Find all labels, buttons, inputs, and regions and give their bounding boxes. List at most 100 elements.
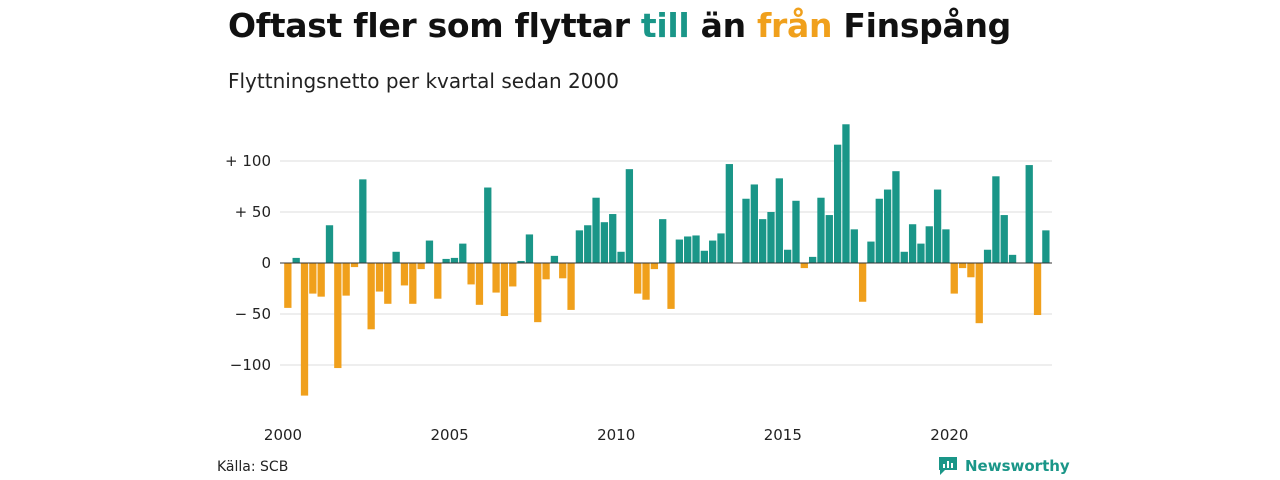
bar (509, 263, 517, 287)
chart-subtitle: Flyttningsnetto per kvartal sedan 2000 (228, 69, 619, 93)
x-axis: 2000 2005 2010 2015 2020 (264, 426, 969, 444)
bar (650, 263, 659, 270)
bar (559, 263, 567, 279)
bar (300, 263, 309, 396)
bar (858, 263, 867, 302)
bar (350, 263, 359, 268)
title-highlight-till: till (640, 6, 690, 45)
bar (542, 263, 550, 280)
y-tick-label: −100 (230, 356, 271, 374)
bar (634, 263, 642, 294)
title-highlight-fran: från (756, 6, 833, 45)
y-tick-label: − 50 (235, 305, 271, 323)
bar (842, 124, 850, 263)
bar (292, 257, 300, 263)
bar (709, 240, 717, 263)
x-tick-label: 2020 (930, 426, 968, 444)
bar (992, 176, 1000, 263)
bar (750, 184, 758, 263)
bar (967, 263, 975, 278)
bar (425, 240, 434, 263)
y-tick-label: 0 (261, 254, 271, 272)
bar (384, 263, 392, 304)
bar (434, 263, 442, 299)
bar (867, 241, 875, 263)
bar (550, 255, 559, 263)
bar (742, 198, 750, 263)
bar (334, 263, 342, 369)
bar (392, 251, 400, 263)
bar (359, 179, 367, 263)
bar (525, 234, 534, 263)
bar (659, 219, 667, 263)
bar (983, 249, 992, 263)
bar (792, 200, 800, 263)
x-tick-label: 2000 (264, 426, 302, 444)
bar (933, 189, 942, 263)
bar (975, 263, 983, 324)
bar (692, 235, 700, 263)
bar (342, 263, 350, 296)
bar (1042, 230, 1050, 263)
bar (459, 243, 467, 263)
bar (517, 260, 525, 263)
title-mid: än (689, 6, 757, 45)
source-note: Källa: SCB (217, 459, 289, 475)
bar (917, 243, 925, 263)
bar (942, 229, 950, 263)
bar (567, 263, 575, 310)
bar (767, 212, 775, 263)
bar (492, 263, 500, 293)
bar (617, 251, 625, 263)
bar (417, 263, 425, 270)
bar (725, 164, 733, 263)
newsworthy-icon (939, 457, 957, 475)
bar (317, 263, 325, 297)
bar (584, 225, 592, 263)
bar (908, 224, 917, 263)
bar (325, 225, 334, 263)
bar (775, 178, 783, 263)
bar (784, 249, 792, 263)
bar (442, 258, 450, 263)
bar (1033, 263, 1042, 316)
bar (642, 263, 650, 300)
bar (950, 263, 958, 294)
bar (717, 233, 725, 263)
x-tick-label: 2015 (764, 426, 802, 444)
bar (367, 263, 375, 330)
bar (400, 263, 409, 286)
bar (958, 263, 967, 269)
bar (900, 251, 908, 263)
bar (1000, 215, 1008, 263)
bar (375, 263, 384, 292)
bar (808, 256, 817, 263)
title-post: Finspång (832, 6, 1011, 45)
bar (1008, 254, 1017, 263)
bar (684, 236, 692, 263)
y-tick-label: + 50 (235, 203, 271, 221)
bar (600, 222, 609, 263)
brand-logo[interactable]: Newsworthy (937, 456, 1070, 476)
bar (817, 197, 825, 263)
bar (467, 263, 475, 285)
bar (892, 171, 900, 263)
bar (284, 263, 292, 308)
bar (309, 263, 317, 294)
bar (409, 263, 417, 304)
bar (1025, 165, 1033, 263)
chart-title: Oftast fler som flyttar till än från Fin… (228, 6, 1011, 45)
bar (500, 263, 509, 317)
bar (675, 239, 684, 263)
bar (883, 189, 892, 263)
x-tick-label: 2005 (431, 426, 469, 444)
bars (280, 124, 1052, 396)
bar (850, 229, 858, 263)
y-tick-label: + 100 (225, 152, 271, 170)
bar (592, 197, 600, 263)
bar (833, 144, 842, 263)
bar (450, 257, 459, 263)
grid-lines (280, 160, 1052, 366)
bar (484, 187, 492, 263)
title-pre: Oftast fler som flyttar (228, 6, 641, 45)
